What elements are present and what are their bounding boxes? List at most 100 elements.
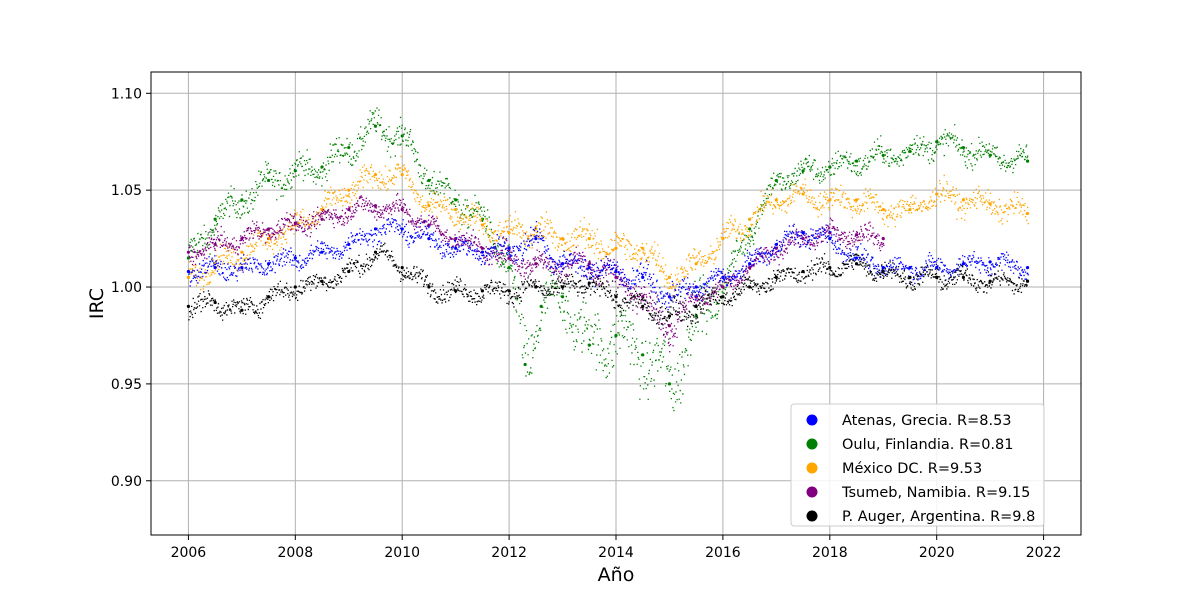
data-point bbox=[935, 266, 939, 270]
data-point bbox=[587, 266, 591, 270]
data-point bbox=[480, 250, 484, 254]
data-point bbox=[320, 217, 324, 221]
data-point bbox=[881, 153, 885, 157]
data-point bbox=[523, 362, 527, 367]
data-point bbox=[908, 207, 912, 212]
legend: Atenas, Grecia. R=8.53 Oulu, Finlandia. R… bbox=[790, 403, 1045, 527]
data-point bbox=[539, 304, 543, 309]
data-point bbox=[667, 295, 672, 299]
data-point bbox=[240, 250, 244, 254]
series-1 bbox=[186, 155, 1030, 297]
y-tick-label: 1.05 bbox=[111, 183, 142, 199]
series-4 bbox=[186, 242, 1030, 336]
data-point bbox=[961, 145, 966, 150]
data-point bbox=[454, 207, 458, 212]
data-point bbox=[373, 204, 378, 208]
y-axis-title: IRC bbox=[86, 288, 108, 319]
data-point bbox=[721, 275, 725, 279]
data-point bbox=[480, 289, 484, 293]
data-point bbox=[427, 237, 431, 241]
legend-label: Atenas, Grecia. R=8.53 bbox=[842, 413, 1012, 429]
data-point bbox=[988, 279, 992, 283]
data-point bbox=[614, 269, 618, 274]
data-point bbox=[614, 295, 618, 299]
data-point bbox=[587, 237, 591, 241]
data-point bbox=[213, 217, 217, 221]
legend-marker bbox=[806, 486, 818, 498]
data-point bbox=[961, 275, 966, 279]
legend-label: México DC. R=9.53 bbox=[842, 461, 982, 477]
series-3 bbox=[186, 218, 1030, 311]
data-point bbox=[587, 343, 591, 347]
x-tick-label: 2020 bbox=[919, 545, 955, 561]
legend-label: Tsumeb, Namibia. R=9.15 bbox=[841, 485, 1030, 501]
data-point bbox=[427, 178, 431, 183]
data-point bbox=[774, 198, 778, 202]
data-point bbox=[400, 134, 404, 138]
data-point bbox=[266, 227, 271, 231]
x-axis: 2006 2008 2010 2012 2014 2016 2018 2020 2022 bbox=[171, 535, 1062, 561]
x-tick-label: 2014 bbox=[598, 545, 634, 561]
legend-label: P. Auger, Argentina. R=9.8 bbox=[842, 509, 1035, 525]
data-point bbox=[186, 256, 191, 260]
data-point bbox=[347, 188, 351, 192]
data-point bbox=[748, 262, 752, 266]
data-point bbox=[213, 242, 217, 247]
x-tick-label: 2012 bbox=[491, 545, 527, 561]
x-tick-label: 2006 bbox=[171, 545, 207, 561]
data-point bbox=[801, 169, 805, 173]
data-point bbox=[694, 304, 698, 309]
series-layer bbox=[186, 107, 1030, 412]
data-point bbox=[881, 207, 885, 212]
x-tick-label: 2018 bbox=[812, 545, 848, 561]
legend-label: Oulu, Finlandia. R=0.81 bbox=[842, 437, 1014, 453]
data-point bbox=[373, 250, 378, 254]
data-point bbox=[694, 285, 698, 289]
data-point bbox=[186, 250, 191, 254]
x-tick-label: 2016 bbox=[705, 545, 741, 561]
data-point bbox=[854, 256, 859, 260]
data-point bbox=[507, 266, 511, 270]
series-2 bbox=[186, 192, 885, 353]
data-point bbox=[293, 221, 297, 225]
data-point bbox=[774, 275, 778, 279]
data-point bbox=[1025, 266, 1030, 270]
data-point bbox=[186, 275, 191, 279]
series-0 bbox=[186, 107, 1030, 412]
data-point bbox=[266, 178, 271, 183]
y-tick-label: 0.95 bbox=[111, 377, 142, 393]
y-tick-label: 1.10 bbox=[111, 86, 142, 102]
legend-box bbox=[790, 403, 1045, 527]
y-tick-label: 0.90 bbox=[111, 474, 142, 490]
data-point bbox=[641, 246, 645, 250]
y-axis: 0.90 0.95 1.00 1.05 1.10 bbox=[111, 86, 151, 490]
data-point bbox=[854, 159, 859, 163]
data-point bbox=[320, 250, 324, 254]
data-point bbox=[534, 262, 538, 266]
data-point bbox=[667, 382, 672, 386]
data-point bbox=[186, 304, 191, 309]
data-point bbox=[801, 237, 805, 241]
x-tick-label: 2008 bbox=[277, 545, 313, 561]
data-point bbox=[881, 269, 885, 274]
data-point bbox=[213, 266, 217, 270]
legend-marker bbox=[806, 462, 818, 474]
data-point bbox=[240, 308, 244, 312]
data-point bbox=[534, 237, 538, 241]
data-point bbox=[935, 140, 939, 144]
data-point bbox=[454, 246, 458, 250]
x-tick-label: 2022 bbox=[1026, 545, 1062, 561]
legend-marker bbox=[806, 510, 818, 522]
data-point bbox=[641, 353, 645, 357]
legend-marker bbox=[806, 438, 818, 450]
x-tick-label: 2010 bbox=[384, 545, 420, 561]
data-point bbox=[240, 198, 244, 202]
data-point bbox=[854, 198, 859, 202]
y-tick-label: 1.00 bbox=[111, 280, 142, 296]
data-point bbox=[400, 266, 404, 270]
data-point bbox=[854, 233, 859, 237]
data-point bbox=[400, 227, 404, 231]
data-point bbox=[748, 227, 752, 231]
x-axis-title: Año bbox=[598, 564, 635, 586]
